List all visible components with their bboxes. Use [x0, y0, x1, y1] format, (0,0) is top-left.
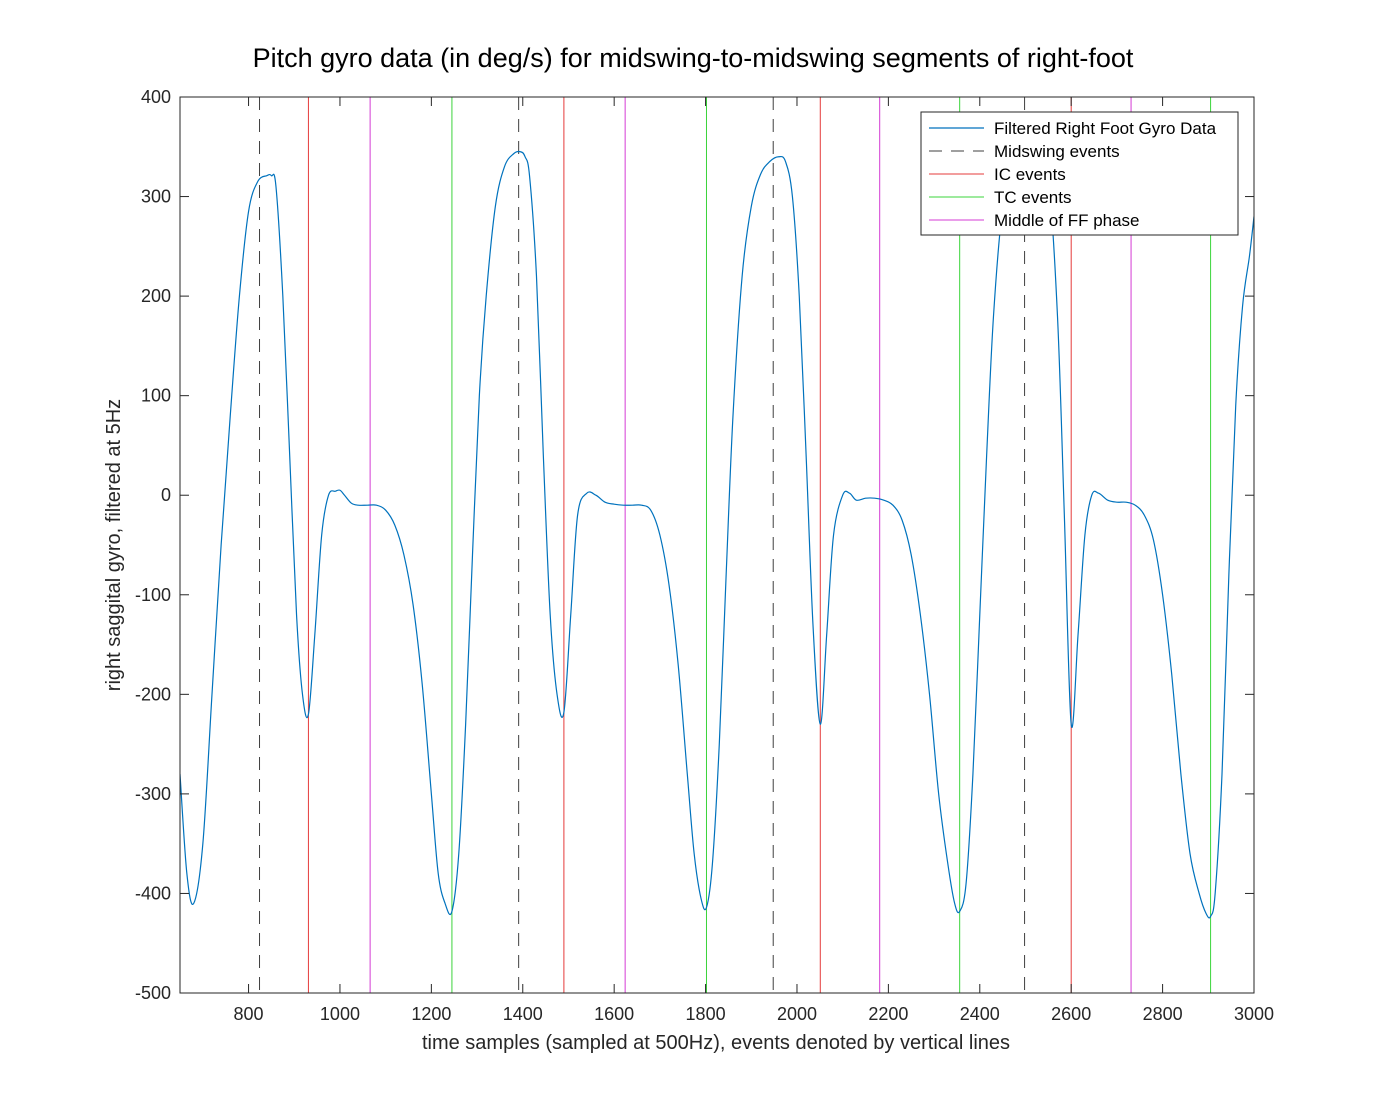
x-tick-label: 2000 — [777, 1004, 817, 1024]
plot-frame — [179, 96, 1255, 994]
y-tick-label: 0 — [161, 485, 171, 505]
series-group — [180, 150, 1254, 919]
x-tick-label: 1400 — [503, 1004, 543, 1024]
y-axis-ticks: -500 -400 -300 -200 -100 0 100 200 300 400 — [135, 87, 1254, 1003]
y-tick-label: -500 — [135, 983, 171, 1003]
x-tick-label: 1600 — [594, 1004, 634, 1024]
y-tick-label: -300 — [135, 784, 171, 804]
plot-area — [180, 97, 1254, 993]
y-tick-label: 300 — [141, 187, 171, 207]
x-tick-label: 2600 — [1051, 1004, 1091, 1024]
y-tick-label: -400 — [135, 883, 171, 903]
y-tick-label: -100 — [135, 585, 171, 605]
chart-title: Pitch gyro data (in deg/s) for midswing-… — [253, 43, 1134, 73]
x-axis-label: time samples (sampled at 500Hz), events … — [422, 1032, 1010, 1054]
y-tick-label: 200 — [141, 286, 171, 306]
gyro-series-line — [180, 150, 1254, 919]
legend-label-tc: TC events — [994, 188, 1071, 207]
y-tick-label: -200 — [135, 684, 171, 704]
legend-label-gyro: Filtered Right Foot Gyro Data — [994, 119, 1217, 138]
x-tick-label: 3000 — [1234, 1004, 1274, 1024]
legend-label-midswing: Midswing events — [994, 142, 1120, 161]
legend-label-ic: IC events — [994, 165, 1066, 184]
x-tick-label: 2400 — [960, 1004, 1000, 1024]
x-tick-label: 1000 — [320, 1004, 360, 1024]
y-tick-label: 400 — [141, 87, 171, 107]
legend-label-ff: Middle of FF phase — [994, 211, 1140, 230]
legend: Filtered Right Foot Gyro Data Midswing ev… — [920, 111, 1239, 236]
x-axis-ticks: 800 1000 1200 1400 1600 1800 2000 2200 2400 2600 2… — [234, 97, 1274, 1024]
x-tick-label: 2200 — [868, 1004, 908, 1024]
x-tick-label: 2800 — [1143, 1004, 1183, 1024]
x-tick-label: 1200 — [411, 1004, 451, 1024]
y-axis-label: right saggital gyro, filtered at 5Hz — [103, 399, 125, 691]
x-tick-label: 800 — [234, 1004, 264, 1024]
x-tick-label: 1800 — [686, 1004, 726, 1024]
y-tick-label: 100 — [141, 386, 171, 406]
event-lines — [259, 97, 1212, 993]
